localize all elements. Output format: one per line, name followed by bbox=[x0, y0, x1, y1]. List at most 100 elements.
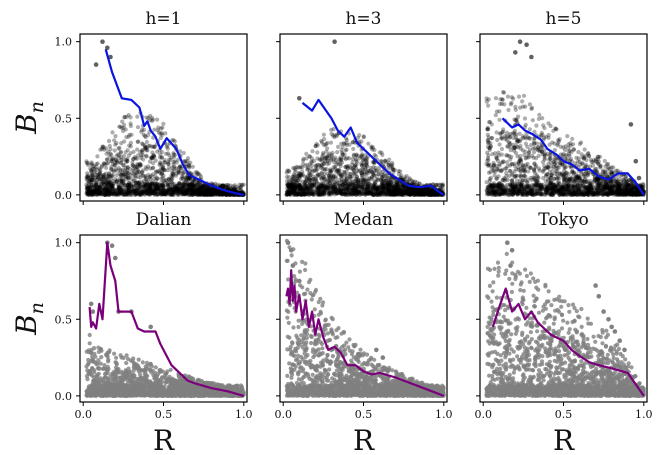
data-point bbox=[142, 189, 147, 194]
data-point bbox=[160, 185, 165, 190]
data-point bbox=[172, 185, 177, 190]
data-point bbox=[161, 189, 166, 195]
data-point bbox=[406, 190, 411, 195]
data-point bbox=[239, 187, 244, 193]
data-point bbox=[405, 179, 410, 184]
data-point bbox=[321, 191, 326, 196]
data-point bbox=[92, 190, 97, 195]
data-point bbox=[433, 192, 438, 197]
data-point bbox=[169, 155, 174, 160]
data-point bbox=[361, 158, 366, 163]
data-point bbox=[424, 188, 429, 193]
data-point bbox=[338, 188, 343, 194]
data-point bbox=[346, 183, 351, 188]
data-point bbox=[386, 188, 391, 193]
data-point bbox=[145, 191, 150, 196]
data-point bbox=[126, 175, 131, 180]
data-point bbox=[415, 180, 420, 185]
data-point bbox=[395, 187, 400, 192]
data-point bbox=[198, 186, 203, 191]
data-point bbox=[171, 172, 176, 177]
data-point bbox=[417, 189, 422, 194]
data-point bbox=[420, 187, 425, 192]
data-point bbox=[212, 188, 217, 193]
data-point bbox=[167, 186, 172, 191]
data-point bbox=[175, 185, 180, 190]
data-point bbox=[305, 166, 310, 171]
data-point bbox=[103, 185, 108, 190]
data-point bbox=[428, 191, 433, 196]
data-point bbox=[113, 134, 118, 139]
data-point bbox=[399, 189, 404, 194]
data-point bbox=[417, 190, 422, 195]
data-point bbox=[295, 192, 300, 197]
data-point bbox=[381, 192, 387, 197]
data-point bbox=[107, 192, 112, 197]
data-point bbox=[117, 187, 122, 192]
data-point bbox=[210, 192, 215, 197]
data-point bbox=[380, 169, 385, 174]
data-point bbox=[195, 170, 200, 175]
data-point bbox=[536, 175, 541, 180]
data-point bbox=[219, 191, 225, 196]
data-point bbox=[388, 177, 393, 182]
data-point bbox=[297, 96, 302, 101]
data-point bbox=[403, 186, 408, 191]
data-point bbox=[316, 192, 321, 197]
data-point bbox=[125, 168, 130, 173]
data-point bbox=[366, 171, 371, 176]
data-point bbox=[306, 188, 311, 193]
data-point bbox=[147, 188, 152, 193]
data-point bbox=[213, 191, 218, 196]
data-point bbox=[159, 162, 164, 167]
data-point bbox=[368, 186, 373, 191]
data-point bbox=[305, 189, 310, 195]
data-point bbox=[93, 180, 98, 185]
data-point bbox=[140, 142, 145, 147]
data-point bbox=[344, 147, 349, 152]
data-point bbox=[321, 189, 326, 194]
data-point bbox=[225, 192, 230, 197]
data-point bbox=[131, 184, 136, 189]
data-point bbox=[117, 184, 122, 190]
data-point bbox=[414, 188, 419, 193]
data-point bbox=[89, 179, 94, 184]
data-point bbox=[127, 132, 132, 137]
data-point bbox=[336, 188, 342, 193]
data-point bbox=[128, 151, 133, 156]
data-point bbox=[324, 185, 330, 190]
data-point bbox=[527, 102, 533, 107]
data-point bbox=[178, 186, 183, 191]
data-point bbox=[185, 188, 190, 193]
data-point bbox=[179, 189, 184, 194]
data-point bbox=[304, 156, 309, 161]
data-point bbox=[360, 161, 365, 166]
data-point bbox=[339, 160, 345, 165]
data-point bbox=[433, 192, 438, 197]
data-point bbox=[328, 171, 333, 176]
data-point bbox=[431, 192, 436, 197]
data-point bbox=[203, 188, 208, 193]
data-point bbox=[106, 149, 111, 155]
data-point bbox=[104, 185, 109, 190]
data-point bbox=[377, 191, 383, 196]
data-point bbox=[288, 192, 294, 197]
data-point bbox=[117, 185, 122, 190]
data-point bbox=[395, 182, 400, 187]
data-point bbox=[405, 186, 410, 191]
data-point bbox=[122, 189, 127, 194]
data-point bbox=[291, 174, 296, 179]
data-point bbox=[103, 171, 108, 176]
data-point bbox=[379, 172, 384, 177]
data-point bbox=[192, 185, 197, 190]
data-point bbox=[141, 187, 146, 192]
data-point bbox=[394, 183, 399, 188]
data-point bbox=[128, 144, 133, 149]
data-point bbox=[165, 143, 170, 148]
data-point bbox=[336, 187, 341, 192]
data-point bbox=[347, 191, 352, 196]
data-point bbox=[180, 172, 185, 177]
data-point bbox=[129, 191, 134, 196]
data-point bbox=[286, 184, 291, 189]
data-point bbox=[125, 186, 130, 192]
